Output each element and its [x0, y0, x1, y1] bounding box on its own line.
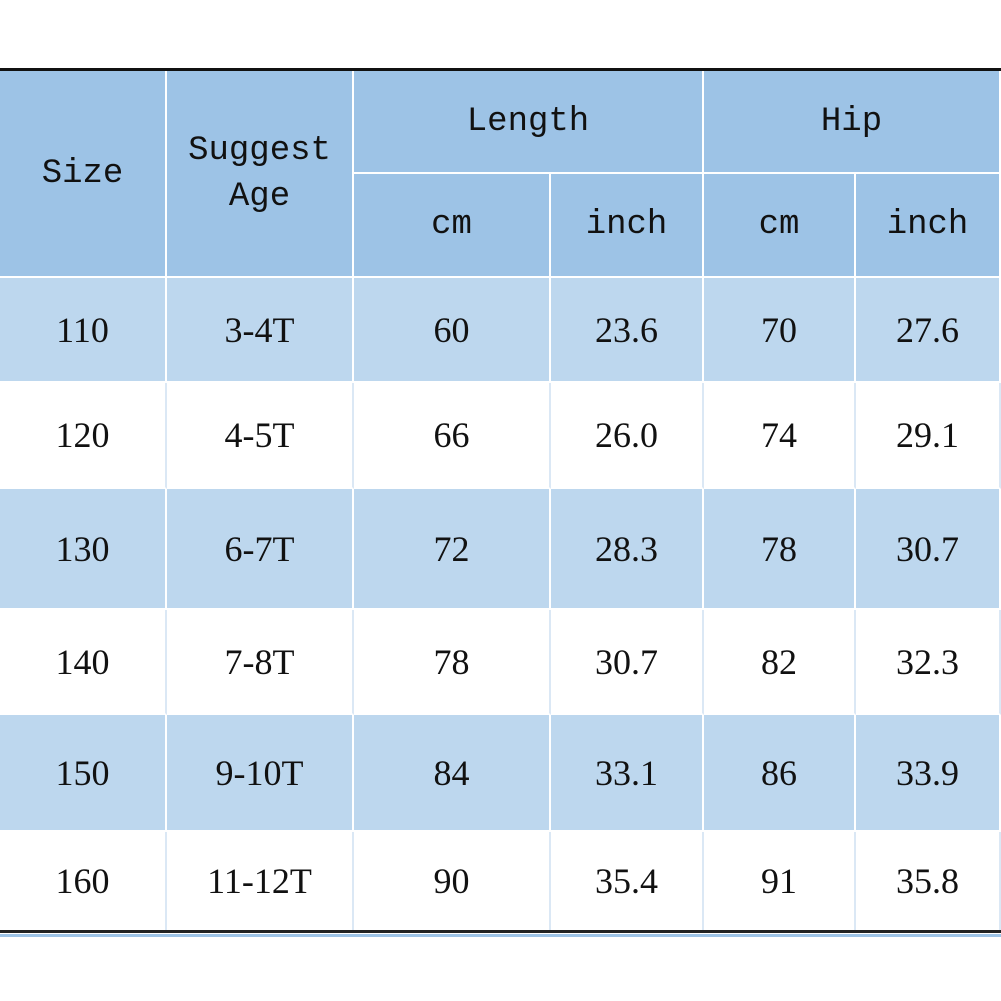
- table-cell-text: 82: [761, 641, 797, 682]
- table-cell: 66: [354, 383, 551, 489]
- table-cell-text: 30.7: [595, 641, 658, 682]
- table-cell-text: 33.1: [595, 752, 658, 793]
- table-cell-text: 91: [761, 861, 797, 901]
- table-cell-text: 35.4: [595, 861, 658, 901]
- header-length: Length: [354, 71, 704, 174]
- table-cell-text: 9-10T: [215, 752, 304, 793]
- table-cell: 91: [704, 832, 856, 932]
- table-cell: 150: [0, 715, 167, 832]
- table-cell-text: 90: [433, 861, 470, 901]
- table-cell: 23.6: [551, 278, 704, 383]
- table-cell-text: 74: [761, 415, 797, 455]
- table-cell: 11-12T: [167, 832, 354, 932]
- table-cell-text: 150: [55, 752, 110, 793]
- table-cell-text: 66: [433, 415, 470, 455]
- table-cell: 74: [704, 383, 856, 489]
- table-cell-text: 140: [55, 641, 110, 682]
- table-cell: 4-5T: [167, 383, 354, 489]
- table-cell-text: 84: [433, 752, 470, 793]
- table-cell: 78: [704, 489, 856, 610]
- header-unit: inch: [856, 174, 1001, 278]
- table-cell-text: 110: [56, 309, 109, 350]
- table-cell: 30.7: [551, 610, 704, 715]
- table-cell: 86: [704, 715, 856, 832]
- table-cell: 7-8T: [167, 610, 354, 715]
- table-cell: 84: [354, 715, 551, 832]
- header-unit: cm: [354, 174, 551, 278]
- table-cell-text: 30.7: [896, 528, 959, 569]
- table-cell: 60: [354, 278, 551, 383]
- table-cell: 6-7T: [167, 489, 354, 610]
- header-unit: cm: [704, 174, 856, 278]
- header-unit-text: inch: [585, 206, 668, 244]
- table-cell-text: 72: [433, 528, 470, 569]
- header-unit-text: cm: [758, 206, 800, 244]
- table-cell-text: 78: [433, 641, 470, 682]
- table-cell-text: 6-7T: [224, 528, 295, 569]
- header-length-text: Length: [466, 102, 590, 141]
- table-cell: 27.6: [856, 278, 1001, 383]
- header-unit-text: inch: [886, 206, 969, 244]
- table-cell: 9-10T: [167, 715, 354, 832]
- table-cell: 140: [0, 610, 167, 715]
- table-cell: 160: [0, 832, 167, 932]
- table-cell-text: 3-4T: [224, 309, 295, 350]
- table-cell-text: 32.3: [896, 641, 959, 682]
- table-cell-text: 86: [761, 752, 797, 793]
- table-cell-text: 11-12T: [207, 861, 312, 901]
- header-hip-text: Hip: [820, 102, 883, 141]
- table-cell: 32.3: [856, 610, 1001, 715]
- table-cell-text: 33.9: [896, 752, 959, 793]
- table-cell: 3-4T: [167, 278, 354, 383]
- header-age-text: Suggest Age: [188, 131, 331, 216]
- table-cell-text: 26.0: [595, 415, 658, 455]
- table-cell: 72: [354, 489, 551, 610]
- header-size-text: Size: [41, 154, 124, 193]
- table-cell: 29.1: [856, 383, 1001, 489]
- table-cell-text: 78: [761, 528, 797, 569]
- table-cell-text: 35.8: [896, 861, 959, 901]
- table-cell: 26.0: [551, 383, 704, 489]
- table-cell: 35.4: [551, 832, 704, 932]
- table-cell-text: 28.3: [595, 528, 658, 569]
- table-cell: 78: [354, 610, 551, 715]
- table-cell: 70: [704, 278, 856, 383]
- table-cell-text: 130: [55, 528, 110, 569]
- table-cell-text: 4-5T: [224, 415, 295, 455]
- table-cell-text: 27.6: [896, 309, 959, 350]
- table-cell: 33.1: [551, 715, 704, 832]
- table-cell: 120: [0, 383, 167, 489]
- header-size: Size: [0, 71, 167, 278]
- header-unit-text: cm: [431, 206, 472, 244]
- header-hip: Hip: [704, 71, 1001, 174]
- table-cell: 130: [0, 489, 167, 610]
- table-cell: 110: [0, 278, 167, 383]
- bottom-border: [0, 930, 1001, 933]
- table-cell: 35.8: [856, 832, 1001, 932]
- header-unit: inch: [551, 174, 704, 278]
- table-cell: 82: [704, 610, 856, 715]
- header-age: Suggest Age: [167, 71, 354, 278]
- table-cell-text: 120: [55, 415, 110, 455]
- table-cell: 30.7: [856, 489, 1001, 610]
- table-cell-text: 7-8T: [224, 641, 295, 682]
- bottom-strip: [0, 934, 1001, 937]
- top-border: [0, 68, 1001, 71]
- table-cell: 28.3: [551, 489, 704, 610]
- table-cell-text: 23.6: [595, 309, 658, 350]
- table-cell-text: 60: [433, 309, 470, 350]
- table-cell-text: 70: [761, 309, 797, 350]
- table-cell-text: 160: [55, 861, 110, 901]
- table-cell: 33.9: [856, 715, 1001, 832]
- table-cell-text: 29.1: [896, 415, 959, 455]
- table-cell: 90: [354, 832, 551, 932]
